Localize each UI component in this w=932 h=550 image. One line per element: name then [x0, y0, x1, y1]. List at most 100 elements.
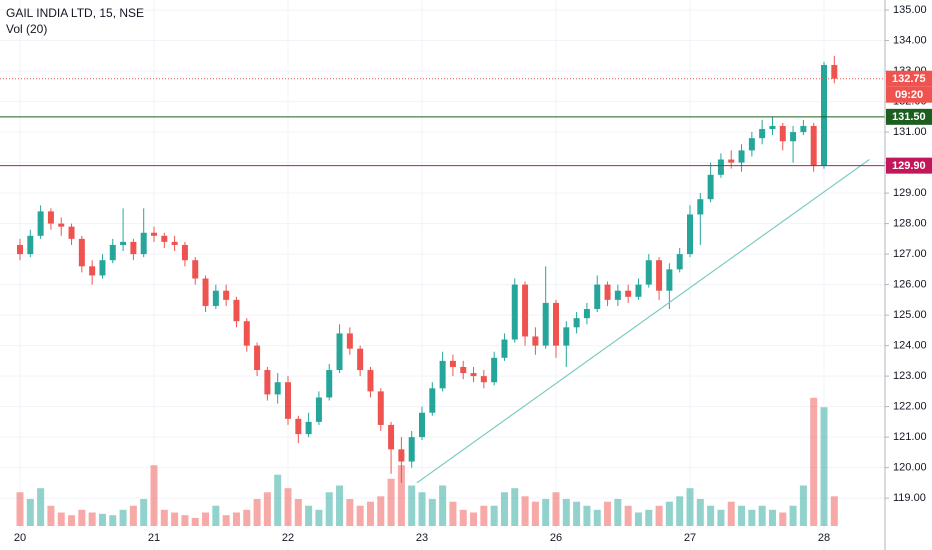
candle-body [120, 241, 127, 245]
candle-body [687, 214, 693, 255]
candle-body [68, 226, 75, 239]
candle-body [243, 321, 250, 346]
volume-bar [140, 499, 148, 526]
candle-body [58, 223, 65, 227]
candle-body [491, 357, 498, 383]
volume-bar [696, 499, 704, 526]
candle-body [223, 290, 230, 300]
candle-body [171, 241, 178, 245]
y-tick-label: 123.00 [893, 370, 927, 382]
candle-body [759, 129, 766, 139]
y-tick-label: 126.00 [893, 279, 927, 291]
price-label-box [886, 70, 932, 87]
volume-bar [707, 505, 715, 526]
volume-bar [68, 515, 76, 526]
volume-bar [583, 505, 591, 526]
volume-bar [665, 501, 673, 526]
candle-body [27, 235, 34, 255]
y-tick-label: 121.00 [893, 431, 927, 443]
volume-bar [768, 509, 776, 526]
trendline [416, 159, 870, 484]
candle-body [377, 391, 384, 425]
candle-body [800, 125, 807, 133]
volume-bar [717, 509, 725, 526]
volume-bar [748, 509, 756, 526]
candle-body [109, 244, 116, 261]
volume-bar [686, 488, 694, 526]
volume-bar [366, 501, 374, 526]
candle-body [625, 290, 632, 297]
volume-bar [758, 505, 766, 526]
candle-body [254, 345, 261, 371]
y-tick-label: 125.00 [893, 309, 927, 321]
candle-body [635, 284, 642, 297]
candle-body [656, 260, 663, 291]
candle-body [99, 260, 106, 276]
countdown: 09:20 [895, 89, 923, 101]
candle-body [810, 125, 817, 166]
candle-body [212, 290, 219, 306]
volume-bar [202, 512, 210, 526]
volume-bar [243, 509, 251, 526]
candle-body [357, 348, 364, 371]
volume-bar [521, 496, 529, 526]
candle-body [37, 211, 44, 236]
y-tick-label: 124.00 [893, 340, 927, 352]
y-tick-label: 131.00 [893, 126, 927, 138]
price-label-box [886, 108, 932, 125]
volume-bar [336, 485, 344, 526]
candle-body [367, 370, 374, 392]
price-label-box [886, 157, 932, 174]
candle-body [563, 327, 570, 346]
volume-bar [789, 505, 797, 526]
volume-bar [263, 492, 271, 526]
volume-bar [222, 515, 230, 526]
y-tick-label: 129.00 [893, 187, 927, 199]
x-tick-label: 23 [416, 532, 428, 544]
candle-body [697, 199, 704, 215]
volume-bar [171, 512, 179, 526]
volume-bar [779, 512, 787, 526]
candle-body [233, 299, 240, 322]
volume-bar [191, 517, 199, 526]
candle-body [336, 333, 343, 371]
y-tick-label: 120.00 [893, 462, 927, 474]
candle-body [161, 235, 168, 242]
price-label: 131.50 [892, 111, 926, 123]
candle-body [78, 238, 85, 267]
volume-bar [47, 505, 55, 526]
candle-body [130, 241, 137, 255]
volume-bar [98, 513, 106, 526]
candle-body [398, 449, 405, 462]
volume-bar [428, 499, 436, 526]
y-tick-label: 127.00 [893, 248, 927, 260]
volume-bar [810, 397, 818, 526]
candle-body [594, 284, 601, 310]
volume-bar [129, 505, 137, 526]
x-tick-label: 22 [282, 532, 294, 544]
candle-body [831, 64, 838, 79]
candle-body [202, 278, 209, 306]
candle-body [542, 302, 549, 346]
volume-bar [408, 485, 416, 526]
candle-body [439, 360, 446, 389]
candle-body [429, 388, 436, 413]
volume-bar [160, 509, 168, 526]
volume-bar [78, 509, 86, 526]
volume-label: Vol (20) [6, 22, 47, 36]
candle-body [192, 260, 199, 279]
candle-body [181, 244, 188, 261]
volume-bar [377, 496, 385, 526]
volume-bar [459, 509, 467, 526]
x-tick-label: 26 [550, 532, 562, 544]
volume-bar [315, 509, 323, 526]
candle-body [17, 244, 23, 255]
volume-bar [552, 492, 560, 526]
candle-body [666, 269, 673, 291]
y-tick-label: 119.00 [893, 492, 926, 504]
volume-bar [150, 465, 158, 526]
volume-bar [614, 499, 622, 526]
candle-body [264, 370, 271, 395]
